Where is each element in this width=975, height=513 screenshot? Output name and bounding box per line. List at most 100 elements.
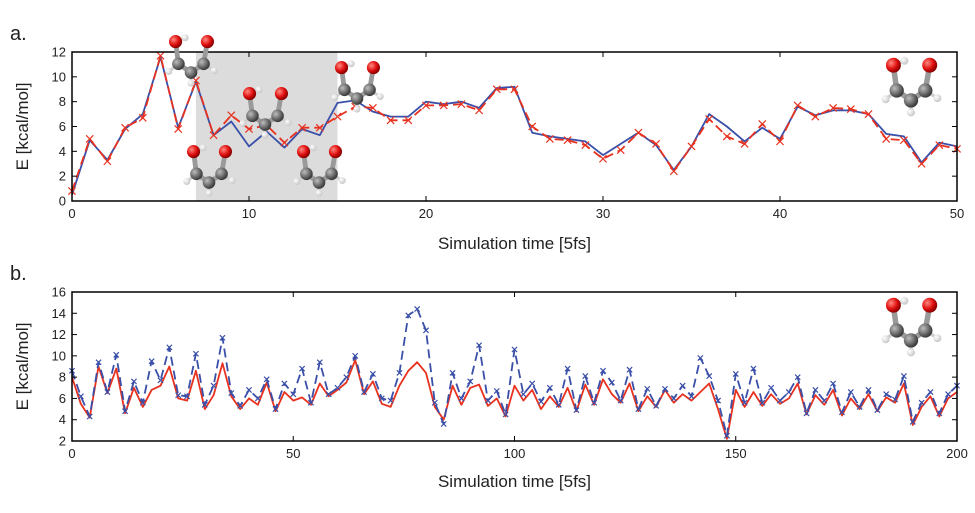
data-point bbox=[298, 123, 307, 132]
data-point bbox=[679, 382, 686, 389]
data-point bbox=[431, 399, 438, 406]
data-point bbox=[290, 391, 297, 398]
data-point bbox=[157, 377, 164, 384]
data-point bbox=[510, 85, 519, 94]
data-point bbox=[77, 393, 84, 400]
data-point bbox=[546, 384, 553, 391]
data-point bbox=[396, 369, 403, 376]
y-tick-label: 4 bbox=[59, 412, 66, 427]
data-point bbox=[750, 365, 757, 372]
data-point bbox=[864, 110, 873, 119]
data-point bbox=[492, 85, 501, 94]
data-point bbox=[838, 409, 845, 416]
data-point bbox=[617, 397, 624, 404]
data-point bbox=[421, 101, 431, 110]
data-point bbox=[457, 100, 466, 109]
data-point bbox=[511, 346, 518, 353]
data-point bbox=[148, 358, 155, 365]
x-tick-label: 50 bbox=[286, 446, 300, 461]
data-point bbox=[520, 391, 527, 398]
data-point bbox=[829, 103, 838, 112]
data-point bbox=[449, 369, 456, 376]
data-point bbox=[591, 399, 598, 406]
panel-label: b. bbox=[10, 263, 27, 285]
data-point bbox=[830, 380, 837, 387]
data-point bbox=[333, 112, 342, 121]
data-point bbox=[626, 366, 633, 373]
data-point bbox=[104, 389, 111, 396]
data-point bbox=[545, 134, 554, 143]
data-point bbox=[467, 378, 474, 385]
data-point bbox=[581, 141, 590, 150]
x-tick-label: 50 bbox=[950, 206, 964, 221]
data-point bbox=[847, 389, 854, 396]
y-tick-label: 8 bbox=[59, 370, 66, 385]
data-point bbox=[122, 408, 129, 415]
data-point bbox=[227, 111, 236, 120]
data-point bbox=[669, 167, 678, 176]
data-point bbox=[661, 385, 668, 392]
y-tick-label: 10 bbox=[52, 348, 66, 363]
data-point bbox=[793, 101, 802, 110]
y-tick-label: 0 bbox=[59, 194, 66, 209]
x-tick-label: 30 bbox=[596, 206, 610, 221]
data-point bbox=[352, 352, 359, 359]
data-point bbox=[918, 399, 925, 406]
data-point bbox=[184, 393, 191, 400]
data-point bbox=[917, 159, 926, 168]
data-point bbox=[874, 407, 881, 414]
data-point bbox=[732, 370, 739, 377]
data-point bbox=[502, 411, 509, 418]
data-point bbox=[768, 384, 775, 391]
data-point bbox=[307, 399, 314, 406]
data-point bbox=[722, 132, 731, 141]
series-markers-1 bbox=[68, 306, 961, 439]
data-point bbox=[121, 123, 130, 132]
data-point bbox=[776, 397, 784, 404]
data-point bbox=[166, 344, 173, 351]
data-point bbox=[741, 399, 748, 406]
y-axis-label: E [kcal/mol] bbox=[13, 323, 32, 411]
data-point bbox=[368, 103, 377, 112]
y-tick-label: 12 bbox=[52, 45, 66, 60]
x-tick-label: 200 bbox=[946, 446, 968, 461]
data-point bbox=[775, 137, 785, 146]
y-tick-label: 2 bbox=[59, 434, 66, 449]
x-tick-label: 150 bbox=[725, 446, 747, 461]
x-tick-label: 20 bbox=[419, 206, 433, 221]
data-point bbox=[476, 342, 483, 349]
chart-panel-b: 0 50 100 150 200 2 4 6 8 10 12 14 16 Simulation time … bbox=[10, 263, 968, 491]
data-point bbox=[945, 391, 952, 398]
data-point bbox=[582, 373, 589, 380]
data-point bbox=[821, 397, 828, 404]
data-point bbox=[555, 401, 562, 408]
data-point bbox=[705, 115, 714, 124]
data-point bbox=[361, 389, 368, 396]
data-point bbox=[404, 116, 413, 125]
y-tick-label: 16 bbox=[52, 285, 66, 300]
data-point bbox=[85, 134, 94, 143]
data-point bbox=[458, 395, 465, 402]
data-point bbox=[484, 397, 491, 404]
data-point bbox=[209, 131, 218, 140]
data-point bbox=[219, 334, 226, 341]
molecule-icon bbox=[882, 57, 942, 117]
data-point bbox=[758, 119, 767, 129]
data-point bbox=[794, 374, 801, 381]
data-point bbox=[334, 384, 341, 391]
data-point bbox=[272, 406, 279, 413]
data-point bbox=[811, 112, 820, 121]
data-point bbox=[598, 154, 608, 163]
data-point bbox=[386, 116, 395, 125]
data-point bbox=[156, 51, 165, 60]
data-point bbox=[528, 122, 537, 131]
data-point bbox=[715, 397, 722, 404]
y-tick-label: 4 bbox=[59, 144, 66, 159]
data-point bbox=[315, 123, 324, 132]
data-point bbox=[86, 413, 93, 420]
data-point bbox=[723, 432, 730, 439]
data-point bbox=[856, 403, 863, 410]
data-point bbox=[201, 401, 208, 408]
data-point bbox=[688, 393, 695, 400]
